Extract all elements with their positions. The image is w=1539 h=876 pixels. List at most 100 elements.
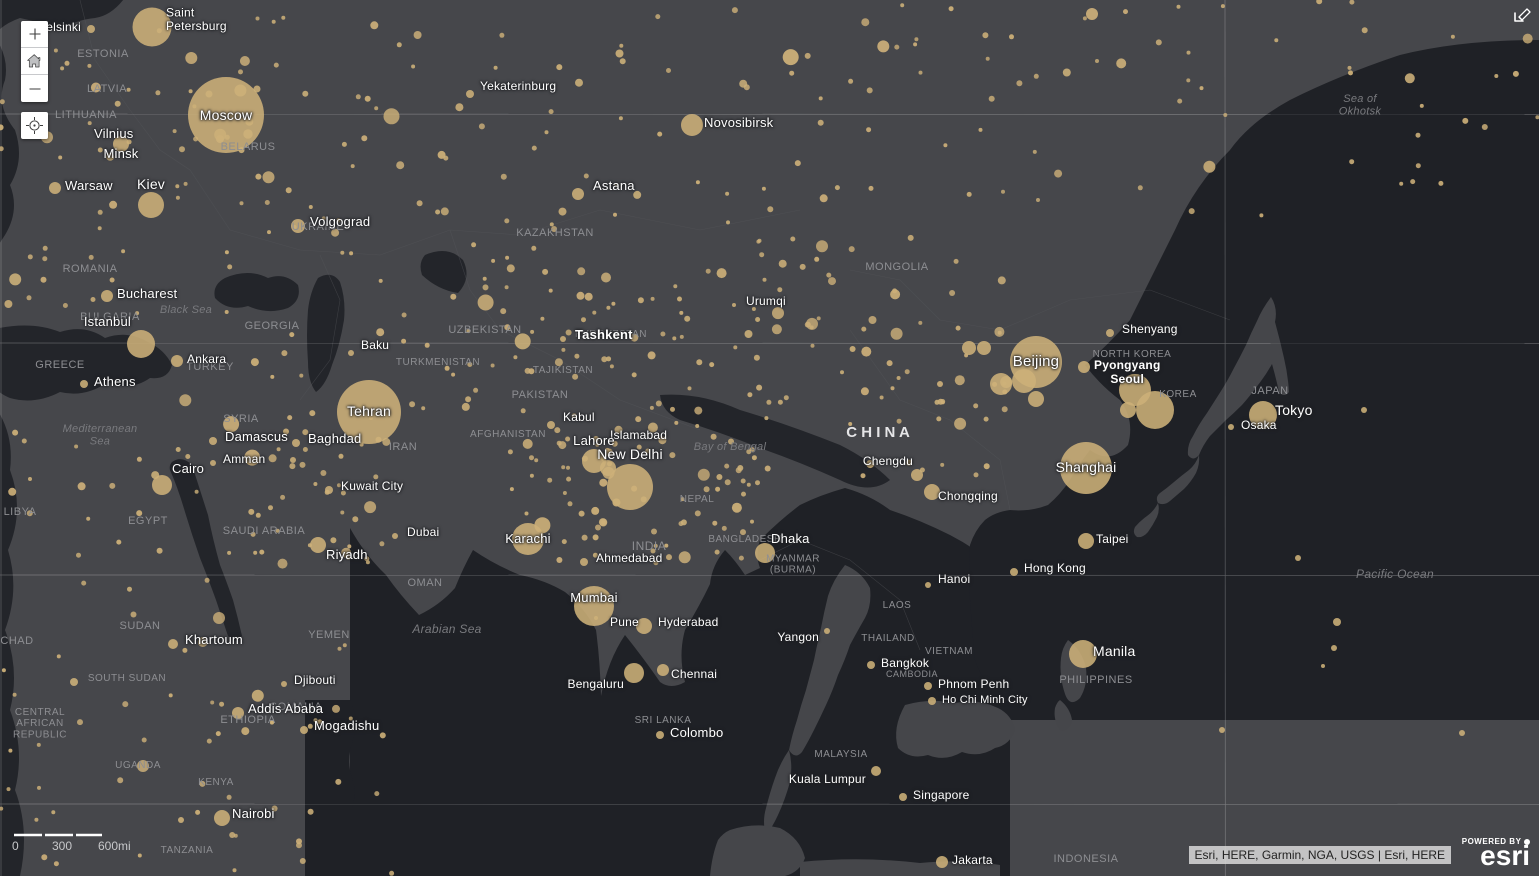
svg-text:ESTONIA: ESTONIA [77,48,129,60]
svg-text:Athens: Athens [94,374,136,389]
svg-text:KENYA: KENYA [198,777,234,788]
svg-text:UZBEKISTAN: UZBEKISTAN [448,324,521,336]
svg-text:Sea: Sea [90,435,110,447]
svg-text:NEPAL: NEPAL [680,494,715,505]
svg-text:Tokyo: Tokyo [1275,402,1313,418]
svg-text:LATVIA: LATVIA [87,83,127,95]
svg-text:Pune: Pune [610,615,639,629]
svg-text:TAJIKISTAN: TAJIKISTAN [533,365,593,376]
svg-text:KAZAKHSTAN: KAZAKHSTAN [516,227,594,239]
svg-text:Pyongyang: Pyongyang [1094,358,1160,372]
svg-text:Hong Kong: Hong Kong [1024,561,1086,575]
svg-text:JAPAN: JAPAN [1251,385,1288,397]
svg-text:Kuwait City: Kuwait City [341,479,403,493]
svg-text:Urumqi: Urumqi [746,294,786,308]
svg-text:Chengdu: Chengdu [863,454,913,468]
svg-text:CENTRAL: CENTRAL [15,707,65,718]
svg-text:Karachi: Karachi [505,531,550,546]
svg-text:SOUTH SUDAN: SOUTH SUDAN [88,673,166,684]
svg-text:Singapore: Singapore [913,788,970,802]
svg-text:SAUDI ARABIA: SAUDI ARABIA [223,525,306,537]
svg-text:EGYPT: EGYPT [128,515,168,527]
svg-text:Damascus: Damascus [225,429,288,444]
svg-text:Ankara: Ankara [187,352,226,366]
svg-text:MONGOLIA: MONGOLIA [865,261,928,273]
svg-text:IRAN: IRAN [389,441,417,453]
svg-text:Kiev: Kiev [137,176,165,192]
svg-text:PAKISTAN: PAKISTAN [512,389,569,401]
svg-text:Novosibirsk: Novosibirsk [704,115,774,130]
svg-text:Baghdad: Baghdad [308,431,361,446]
svg-text:MYANMAR: MYANMAR [766,554,820,565]
svg-text:Shenyang: Shenyang [1122,322,1178,336]
svg-text:INDONESIA: INDONESIA [1053,853,1118,865]
svg-text:Phnom Penh: Phnom Penh [938,677,1009,691]
svg-text:LIBYA: LIBYA [4,506,37,518]
svg-text:TURKMENISTAN: TURKMENISTAN [396,357,480,368]
svg-text:Nairobi: Nairobi [232,806,275,821]
svg-text:OMAN: OMAN [408,577,443,589]
svg-text:Moscow: Moscow [200,107,253,123]
svg-text:Chennai: Chennai [671,667,717,681]
svg-text:Minsk: Minsk [104,146,139,161]
svg-text:LAOS: LAOS [883,600,912,611]
svg-text:Ho Chi Minh City: Ho Chi Minh City [942,694,1028,706]
svg-text:UGANDA: UGANDA [115,760,161,771]
svg-text:Beijing: Beijing [1013,353,1059,370]
svg-text:Khartoum: Khartoum [185,632,243,647]
svg-text:Pacific Ocean: Pacific Ocean [1356,567,1434,581]
svg-text:Yekaterinburg: Yekaterinburg [480,79,556,93]
svg-text:Jakarta: Jakarta [952,853,993,867]
svg-text:BELARUS: BELARUS [221,141,276,153]
svg-text:Taipei: Taipei [1096,532,1129,546]
svg-text:300: 300 [52,839,72,853]
svg-text:Mumbai: Mumbai [570,590,617,605]
svg-text:CHAD: CHAD [0,635,33,647]
svg-text:ROMANIA: ROMANIA [63,263,118,275]
svg-text:0: 0 [12,839,19,853]
svg-text:Baku: Baku [361,338,389,352]
svg-text:SUDAN: SUDAN [119,620,160,632]
svg-text:AFGHANISTAN: AFGHANISTAN [470,429,546,440]
svg-text:CAMBODIA: CAMBODIA [886,669,938,679]
svg-text:REPUBLIC: REPUBLIC [13,729,67,740]
svg-text:Shanghai: Shanghai [1056,459,1117,475]
svg-text:600mi: 600mi [98,839,131,853]
svg-text:Arabian Sea: Arabian Sea [411,622,481,636]
svg-text:Cairo: Cairo [172,461,204,476]
svg-text:Petersburg: Petersburg [166,19,227,33]
svg-text:Hyderabad: Hyderabad [658,615,719,629]
svg-text:TANZANIA: TANZANIA [161,845,214,856]
svg-text:VIETNAM: VIETNAM [925,646,973,657]
svg-text:LITHUANIA: LITHUANIA [55,109,117,121]
svg-text:Chongqing: Chongqing [938,489,998,503]
svg-text:Volgograd: Volgograd [310,214,370,229]
svg-text:YEMEN: YEMEN [308,629,350,641]
svg-text:Astana: Astana [593,178,635,193]
svg-text:SYRIA: SYRIA [223,413,259,425]
svg-text:Bucharest: Bucharest [117,286,178,301]
svg-text:AFRICAN: AFRICAN [16,718,63,729]
svg-text:Mediterranean: Mediterranean [63,423,138,435]
svg-text:(BURMA): (BURMA) [770,565,816,576]
svg-text:Addis Ababa: Addis Ababa [248,701,324,716]
svg-text:Riyadh: Riyadh [326,547,368,562]
svg-text:Osaka: Osaka [1241,418,1277,432]
svg-text:Bangkok: Bangkok [881,656,930,670]
svg-text:New Delhi: New Delhi [597,446,663,462]
svg-text:GREECE: GREECE [35,359,84,371]
svg-text:Islamabad: Islamabad [610,428,667,442]
svg-text:Warsaw: Warsaw [65,178,113,193]
svg-text:GEORGIA: GEORGIA [245,320,300,332]
svg-text:PHILIPPINES: PHILIPPINES [1059,674,1132,686]
svg-text:Tashkent: Tashkent [575,327,633,342]
svg-text:KOREA: KOREA [1159,389,1197,400]
svg-text:Okhotsk: Okhotsk [1339,105,1382,117]
svg-text:Seoul: Seoul [1110,372,1144,386]
svg-text:C H I N A: C H I N A [846,424,910,441]
svg-text:Djibouti: Djibouti [294,673,336,687]
svg-text:Hanoi: Hanoi [938,572,970,586]
svg-text:MALAYSIA: MALAYSIA [814,749,867,760]
svg-text:Black Sea: Black Sea [160,304,212,316]
svg-text:Manila: Manila [1093,643,1135,659]
